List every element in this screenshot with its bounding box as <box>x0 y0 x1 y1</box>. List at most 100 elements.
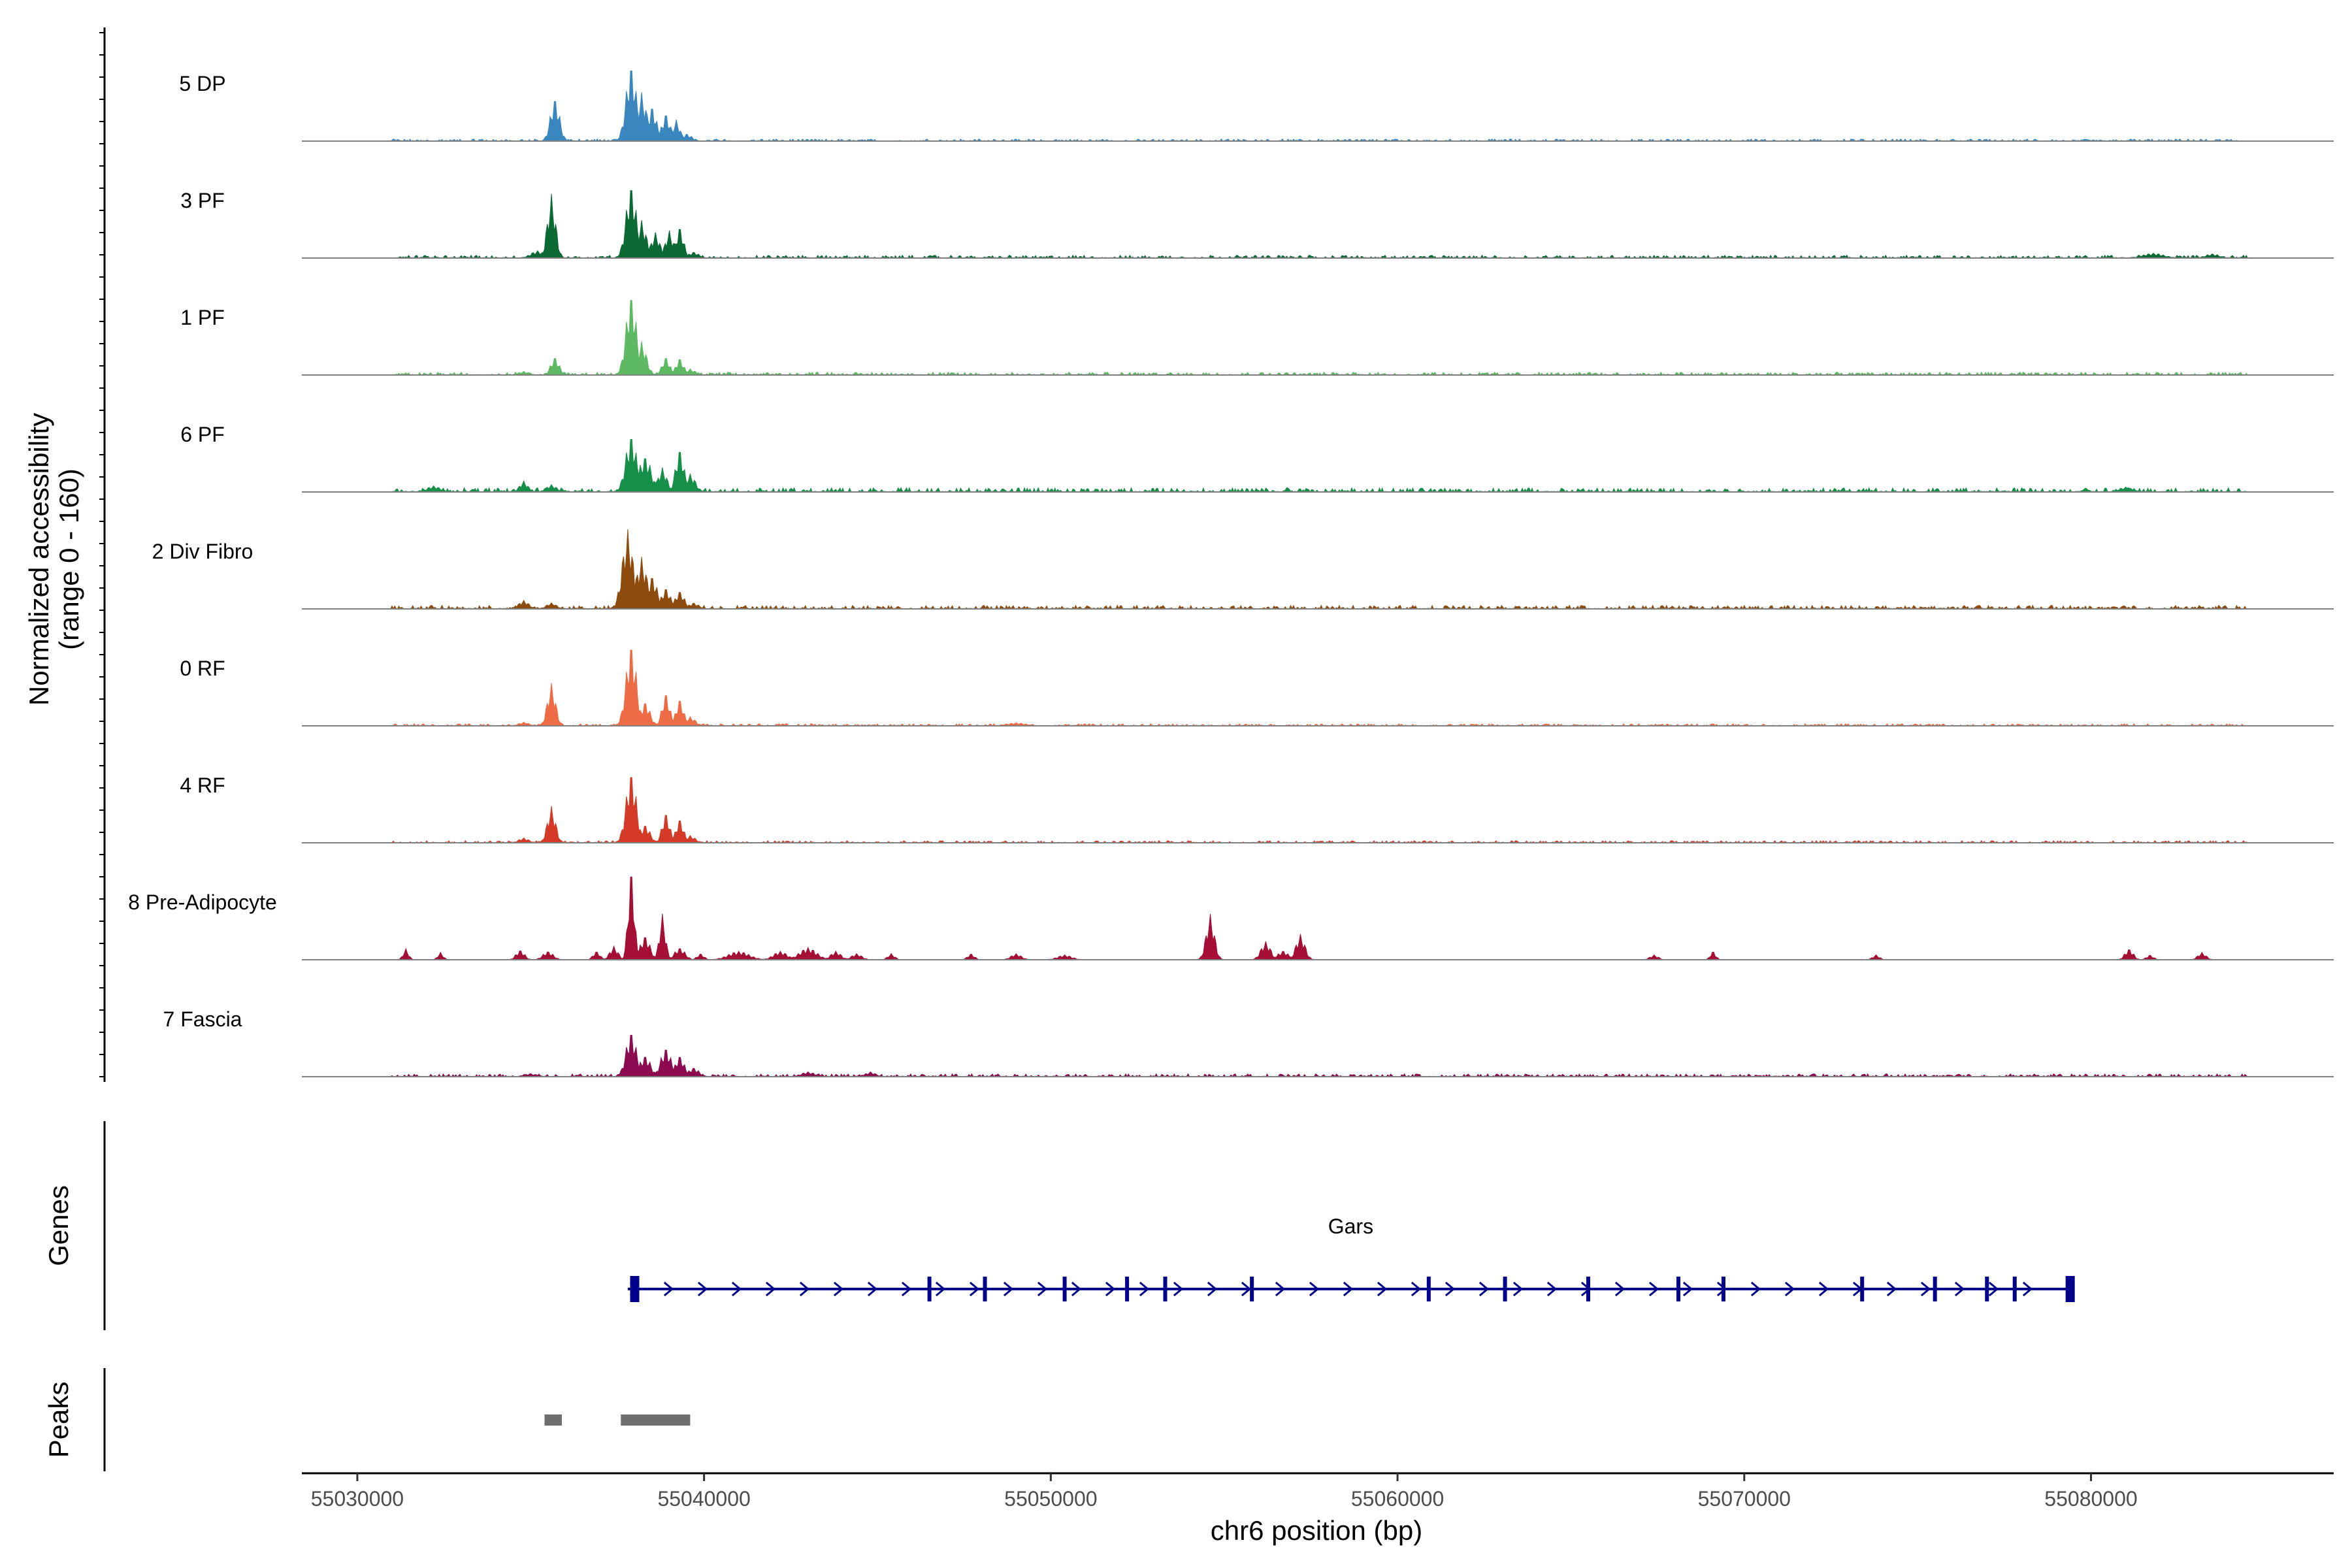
strand-arrow <box>1037 1281 1048 1297</box>
track-0-rf: 0 RF <box>180 649 2334 727</box>
track-label: 2 Div Fibro <box>152 540 253 563</box>
strand-arrow <box>1886 1281 1897 1297</box>
track-label: 6 PF <box>180 423 225 446</box>
track-3-pf: 3 PF <box>180 189 2334 259</box>
exon-mark <box>1426 1277 1431 1301</box>
exon-mark <box>1721 1277 1725 1301</box>
strand-arrow <box>1241 1281 1252 1297</box>
strand-arrow <box>1207 1281 1218 1297</box>
strand-arrow <box>867 1281 878 1297</box>
strand-arrow <box>1445 1281 1456 1297</box>
strand-arrow <box>969 1281 980 1297</box>
exon-mark <box>1676 1277 1680 1301</box>
track-7-fascia: 7 Fascia <box>163 1007 2334 1077</box>
strand-arrow <box>901 1281 912 1297</box>
strand-arrow <box>1377 1281 1388 1297</box>
strand-arrow <box>1478 1281 1490 1297</box>
x-axis-ticks: 55030000 55040000 55050000 55060000 55070000… <box>311 1473 2138 1511</box>
coverage-area <box>302 1035 2334 1077</box>
strand-arrow <box>1920 1281 1931 1297</box>
x-tick-label: 55030000 <box>311 1487 404 1511</box>
strand-arrow <box>799 1281 810 1297</box>
strand-arrow <box>1988 1281 1999 1297</box>
strand-arrow <box>1546 1281 1558 1297</box>
exon-mark <box>1985 1277 1989 1301</box>
exon-mark <box>1860 1277 1865 1301</box>
genes-track-title: Genes <box>43 1185 74 1266</box>
strand-arrow <box>1309 1281 1320 1297</box>
strand-arrow <box>697 1281 708 1297</box>
strand-arrow <box>1411 1281 1422 1297</box>
strand-arrow <box>1614 1281 1625 1297</box>
track-label: 1 PF <box>180 306 225 329</box>
strand-arrow <box>1750 1281 1761 1297</box>
strand-arrow <box>2022 1281 2033 1297</box>
x-tick-label: 55040000 <box>657 1487 750 1511</box>
exon-mark <box>983 1277 987 1301</box>
coverage-y-axis-ticks <box>99 32 105 1077</box>
exon-mark <box>2012 1277 2017 1301</box>
strand-arrow <box>1682 1281 1693 1297</box>
peak-track <box>544 1414 691 1426</box>
gene-label-gars: Gars <box>1328 1215 1373 1238</box>
strand-arrow <box>1648 1281 1659 1297</box>
exon-mark <box>1586 1277 1590 1301</box>
coverage-area <box>302 71 2334 142</box>
x-axis-title: chr6 position (bp) <box>1211 1515 1423 1546</box>
strand-arrow <box>1105 1281 1116 1297</box>
track-label: 5 DP <box>179 72 225 95</box>
peak-region <box>621 1414 691 1426</box>
strand-arrow <box>1071 1281 1082 1297</box>
exon-mark <box>1125 1277 1130 1301</box>
y-axis-title-line-1: Normalized accessibility <box>24 413 54 706</box>
coverage-tracks: 5 DP 3 PF 1 PF 6 PF 2 Div Fibro 0 RF 4 RF 8 Pre… <box>128 71 2334 1077</box>
strand-arrow <box>1275 1281 1286 1297</box>
track-label: 4 RF <box>180 774 225 797</box>
track-5-dp: 5 DP <box>179 71 2334 142</box>
coverage-area <box>302 876 2334 960</box>
exon-mark <box>1503 1277 1507 1301</box>
y-axis-title-line-2: (range 0 - 160) <box>54 468 84 650</box>
track-1-pf: 1 PF <box>180 300 2334 376</box>
track-4-rf: 4 RF <box>180 774 2334 843</box>
strand-arrow <box>1173 1281 1184 1297</box>
strand-arrow <box>765 1281 776 1297</box>
strand-arrow <box>935 1281 946 1297</box>
strand-arrow <box>1512 1281 1524 1297</box>
strand-arrow <box>833 1281 844 1297</box>
x-tick-label: 55060000 <box>1351 1487 1444 1511</box>
strand-arrow <box>1818 1281 1829 1297</box>
coverage-area <box>302 190 2334 259</box>
coverage-area <box>302 300 2334 376</box>
strand-arrow <box>1343 1281 1354 1297</box>
coverage-area <box>302 529 2334 610</box>
strand-arrow <box>663 1281 674 1297</box>
strand-arrow <box>731 1281 742 1297</box>
exon-mark <box>927 1277 932 1301</box>
peak-region <box>544 1414 563 1426</box>
coverage-area <box>302 649 2334 727</box>
track-8-pre-adipocyte: 8 Pre-Adipocyte <box>128 876 2334 960</box>
exon-mark <box>1062 1277 1067 1301</box>
gene-track: Gars <box>627 1215 2075 1302</box>
x-tick-label: 55070000 <box>1698 1487 1791 1511</box>
track-6-pf: 6 PF <box>180 423 2334 493</box>
track-label: 0 RF <box>180 657 225 680</box>
y-axis-title: Normalized accessibility (range 0 - 160) <box>24 413 84 706</box>
track-2-div-fibro: 2 Div Fibro <box>152 529 2334 610</box>
strand-arrow <box>1954 1281 1965 1297</box>
exon-mark <box>1933 1277 1937 1301</box>
peaks-track-title: Peaks <box>43 1382 74 1458</box>
coverage-area <box>302 439 2334 493</box>
x-tick-label: 55050000 <box>1004 1487 1097 1511</box>
exon-mark <box>2065 1276 2075 1302</box>
track-label: 7 Fascia <box>163 1007 242 1031</box>
track-label: 3 PF <box>180 189 225 212</box>
exon-mark <box>630 1276 640 1302</box>
strand-arrow <box>1784 1281 1795 1297</box>
coverage-area <box>302 777 2334 843</box>
exon-mark <box>1163 1277 1168 1301</box>
x-tick-label: 55080000 <box>2044 1487 2137 1511</box>
strand-arrow <box>1003 1281 1014 1297</box>
